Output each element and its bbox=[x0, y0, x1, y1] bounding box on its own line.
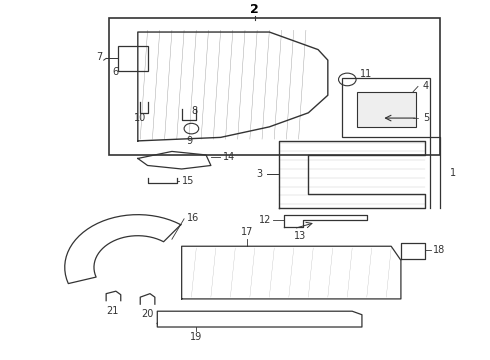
Bar bbox=[109, 18, 440, 155]
Text: 1: 1 bbox=[450, 167, 456, 177]
Text: 10: 10 bbox=[134, 113, 147, 123]
Text: 18: 18 bbox=[433, 245, 445, 255]
Text: 17: 17 bbox=[241, 228, 254, 238]
Text: 13: 13 bbox=[294, 231, 306, 241]
Text: 4: 4 bbox=[423, 81, 429, 91]
Text: 5: 5 bbox=[423, 113, 429, 123]
Text: 20: 20 bbox=[142, 310, 154, 319]
Bar bbox=[343, 78, 430, 138]
Text: 14: 14 bbox=[223, 152, 235, 162]
Text: 9: 9 bbox=[186, 136, 192, 146]
Text: 16: 16 bbox=[187, 213, 199, 223]
Text: 11: 11 bbox=[360, 69, 372, 79]
Text: 3: 3 bbox=[256, 169, 262, 179]
Text: 19: 19 bbox=[190, 332, 202, 342]
Text: 6: 6 bbox=[113, 67, 119, 77]
Text: 15: 15 bbox=[182, 176, 194, 186]
Text: 12: 12 bbox=[259, 215, 272, 225]
Text: 2: 2 bbox=[250, 3, 259, 16]
Text: 7: 7 bbox=[96, 52, 102, 62]
Text: 8: 8 bbox=[192, 106, 197, 116]
Text: 21: 21 bbox=[106, 306, 119, 316]
Bar bbox=[357, 92, 416, 127]
Bar bbox=[118, 46, 147, 71]
